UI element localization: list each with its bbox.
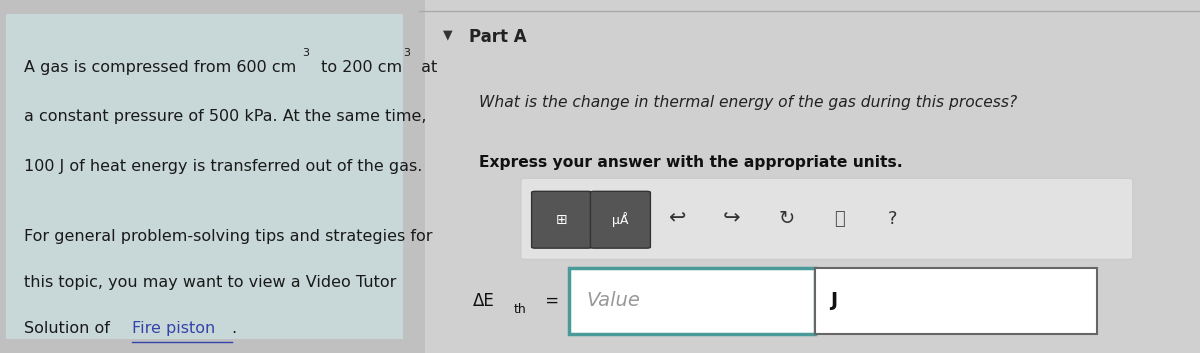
Text: Part A: Part A [469,28,527,46]
Bar [425,0,1200,353]
Text: A gas is compressed from 600 cm: A gas is compressed from 600 cm [24,60,296,75]
Text: ?: ? [888,210,898,228]
Text: ⌸: ⌸ [834,210,845,228]
Text: a constant pressure of 500 kPa. At the same time,: a constant pressure of 500 kPa. At the s… [24,109,426,124]
FancyBboxPatch shape [590,191,650,248]
Bar [569,268,815,334]
Text: =: = [540,292,559,310]
Text: What is the change in thermal energy of the gas during this process?: What is the change in thermal energy of … [479,95,1018,110]
Text: at: at [416,60,438,75]
Text: Express your answer with the appropriate units.: Express your answer with the appropriate… [479,155,902,170]
Text: to 200 cm: to 200 cm [316,60,402,75]
Text: .: . [232,321,236,336]
Text: Solution of: Solution of [24,321,115,336]
Text: J: J [830,292,838,310]
Text: 3: 3 [403,48,410,58]
Text: ⊞: ⊞ [556,213,568,227]
FancyBboxPatch shape [521,178,1133,259]
Text: th: th [514,303,527,316]
FancyBboxPatch shape [532,191,592,248]
FancyBboxPatch shape [6,14,403,339]
Bar [815,268,1097,334]
Text: 100 J of heat energy is transferred out of the gas.: 100 J of heat energy is transferred out … [24,159,422,174]
Text: Fire piston: Fire piston [132,321,215,336]
Text: ↪: ↪ [722,209,740,229]
Text: ↩: ↩ [668,209,686,229]
Text: ΔE: ΔE [473,292,494,310]
Text: this topic, you may want to view a Video Tutor: this topic, you may want to view a Video… [24,275,396,290]
Text: Value: Value [587,292,641,310]
Text: 3: 3 [302,48,310,58]
Text: ▼: ▼ [443,28,452,41]
Text: For general problem-solving tips and strategies for: For general problem-solving tips and str… [24,229,432,244]
Text: μÅ: μÅ [612,212,629,227]
Text: ↻: ↻ [779,209,796,228]
